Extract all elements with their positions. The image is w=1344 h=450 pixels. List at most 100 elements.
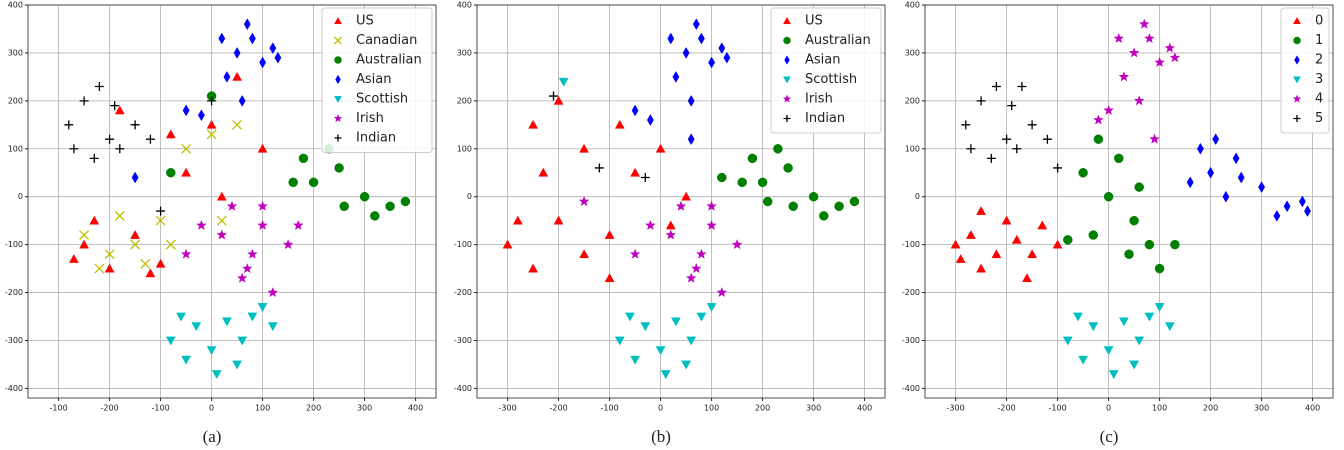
point xyxy=(672,70,680,83)
point xyxy=(1114,153,1124,164)
point xyxy=(1134,336,1145,346)
point xyxy=(226,200,238,211)
x-tick-label: 400 xyxy=(408,404,423,413)
x-tick-label: 300 xyxy=(806,404,821,413)
point xyxy=(553,95,564,105)
point xyxy=(1062,336,1073,346)
x-tick-label: -200 xyxy=(550,404,568,413)
point xyxy=(79,239,90,249)
point xyxy=(292,219,304,231)
legend-box xyxy=(321,7,433,153)
point xyxy=(1002,134,1012,144)
point xyxy=(94,263,105,274)
point xyxy=(110,101,120,111)
point xyxy=(79,96,89,106)
point xyxy=(232,360,243,370)
point xyxy=(667,32,675,45)
point xyxy=(579,249,590,259)
x-tick-label: 100 xyxy=(255,404,270,413)
point xyxy=(1144,239,1155,250)
point xyxy=(166,167,176,178)
point xyxy=(155,215,166,226)
point xyxy=(1027,120,1037,130)
point xyxy=(716,286,728,298)
caption: (c) xyxy=(1100,427,1119,446)
point xyxy=(682,47,690,59)
point xyxy=(259,56,267,69)
point xyxy=(991,249,1002,259)
point xyxy=(697,32,705,45)
x-tick-label: 300 xyxy=(1254,404,1269,413)
point xyxy=(288,177,298,188)
point xyxy=(221,317,232,327)
x-tick-label: 100 xyxy=(1152,404,1167,413)
point xyxy=(104,263,115,273)
point xyxy=(223,70,231,83)
point xyxy=(1012,144,1022,154)
legend-label: Asian xyxy=(356,72,391,87)
point xyxy=(130,239,141,250)
point xyxy=(1143,32,1155,44)
y-tick-label: -300 xyxy=(5,336,23,345)
y-tick-label: 300 xyxy=(905,48,920,57)
point xyxy=(1011,234,1022,244)
point xyxy=(114,210,125,221)
x-tick-label: 400 xyxy=(1305,404,1320,413)
point xyxy=(660,370,671,380)
legend-label: Irish xyxy=(805,92,833,107)
legend-label: US xyxy=(356,14,374,29)
point xyxy=(232,71,243,81)
x-tick-label: -100 xyxy=(1049,404,1067,413)
legend-marker xyxy=(1294,55,1300,65)
point xyxy=(400,196,411,207)
point xyxy=(731,238,743,250)
legend-label: Indian xyxy=(805,111,845,126)
legend-box xyxy=(770,7,882,134)
x-tick-label: 0 xyxy=(1106,404,1111,413)
point xyxy=(1073,312,1083,322)
y-tick-label: -400 xyxy=(454,384,472,393)
point xyxy=(686,336,697,346)
point xyxy=(1222,190,1230,203)
y-tick-label: 400 xyxy=(905,1,920,10)
point xyxy=(528,263,539,273)
point xyxy=(182,104,190,117)
point xyxy=(553,215,564,225)
point xyxy=(216,215,227,226)
point xyxy=(114,105,125,115)
point xyxy=(757,177,768,188)
x-tick-label: 200 xyxy=(306,404,321,413)
point xyxy=(966,144,976,154)
point xyxy=(773,144,783,154)
point xyxy=(68,253,79,263)
point xyxy=(991,81,1001,91)
y-tick-label: 100 xyxy=(457,144,472,153)
point xyxy=(1138,18,1150,29)
point xyxy=(94,81,104,91)
point xyxy=(762,196,773,207)
x-tick-label: 400 xyxy=(857,404,872,413)
point xyxy=(1118,317,1129,327)
y-tick-label: -100 xyxy=(454,240,472,249)
point xyxy=(655,143,666,153)
legend-marker xyxy=(335,74,341,85)
point xyxy=(783,163,793,173)
point xyxy=(282,238,294,250)
point xyxy=(604,273,615,283)
point xyxy=(986,153,996,163)
point xyxy=(1129,215,1139,226)
y-tick-label: 100 xyxy=(8,144,23,153)
point xyxy=(629,248,641,259)
point xyxy=(538,167,549,177)
point xyxy=(257,303,268,312)
point xyxy=(640,173,650,183)
point xyxy=(1088,322,1099,332)
point xyxy=(104,249,115,260)
point xyxy=(1093,134,1104,144)
point xyxy=(1154,56,1166,68)
point xyxy=(665,229,677,240)
point xyxy=(1164,42,1176,53)
point xyxy=(216,229,228,240)
point xyxy=(1078,355,1089,365)
point xyxy=(206,346,217,356)
